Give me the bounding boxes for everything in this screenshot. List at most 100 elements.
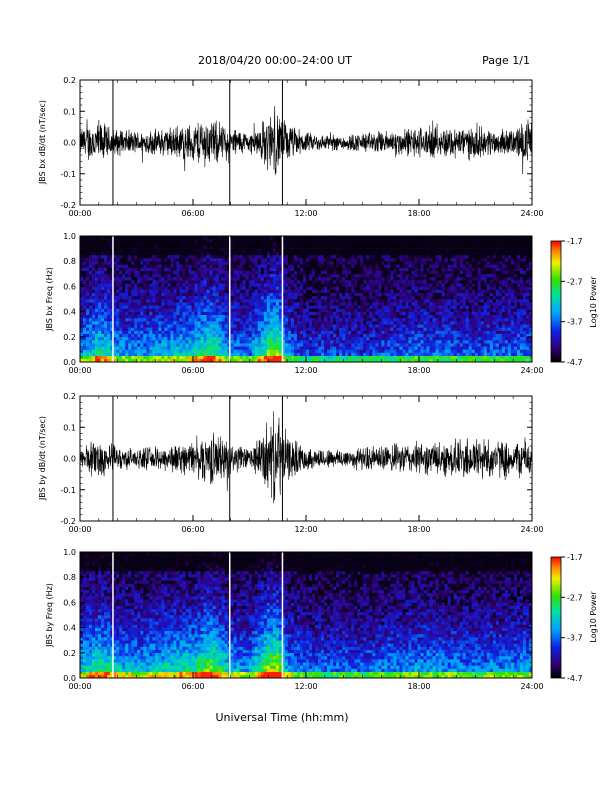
spectrogram-cell (387, 311, 391, 316)
spectrogram-cell (351, 333, 355, 338)
spectrogram-cell (312, 336, 316, 341)
spectrogram-cell (86, 286, 90, 290)
spectrogram-cell (179, 311, 183, 316)
spectrogram-cell (402, 321, 406, 325)
spectrogram-cell (354, 258, 358, 262)
spectrogram-cell (200, 267, 204, 271)
spectrogram-cell (417, 327, 421, 331)
spectrogram-cell (330, 270, 334, 275)
spectrogram-cell (293, 295, 298, 300)
spectrogram-cell (266, 251, 271, 256)
spectrogram-cell (203, 336, 207, 341)
spectrogram-cell (206, 280, 210, 284)
spectrogram-cell (263, 305, 268, 309)
spectrogram-cell (191, 352, 195, 356)
spectrogram-cell (299, 242, 304, 246)
spectrogram-cell (191, 289, 195, 293)
spectrogram-cell (230, 321, 234, 325)
spectrogram-cell (402, 343, 406, 347)
spectrogram-cell (194, 317, 198, 322)
spectrogram-cell (80, 349, 84, 353)
spectrogram-cell (263, 280, 268, 284)
spectrogram-cell (260, 343, 265, 347)
spectrogram-cell (287, 280, 292, 284)
spectrogram-cell (179, 270, 183, 275)
spectrogram-cell (408, 327, 412, 331)
spectrogram-cell (296, 258, 301, 262)
spectrogram-cell (140, 308, 144, 312)
spectrogram-cell (173, 261, 177, 265)
spectrogram-cell (348, 324, 352, 328)
spectrogram-cell (396, 283, 400, 287)
spectrogram-cell (95, 267, 99, 271)
spectrogram-cell (194, 239, 198, 243)
spectrogram-cell (182, 280, 186, 284)
spectrogram-cell (143, 349, 147, 353)
spectrogram-cell (330, 261, 334, 265)
spectrogram-cell (278, 273, 283, 278)
spectrogram-cell (143, 346, 147, 350)
spectrogram-cell (158, 280, 162, 284)
spectrogram-cell (281, 280, 286, 284)
spectrogram-cell (363, 267, 367, 271)
spectrogram-cell (324, 311, 328, 316)
spectrogram-cell (194, 258, 198, 262)
spectrogram-cell (188, 251, 192, 256)
spectrogram-cell (152, 245, 156, 249)
spectrogram-cell (248, 273, 253, 278)
spectrogram-cell (363, 317, 367, 322)
spectrogram-cell (176, 251, 180, 256)
spectrogram-cell (164, 358, 168, 363)
spectrogram-cell (242, 343, 247, 347)
spectrogram-cell (384, 352, 388, 356)
spectrogram-cell (248, 242, 253, 246)
spectrogram-cell (309, 270, 313, 275)
spectrogram-cell (333, 286, 337, 290)
spectrogram-cell (432, 330, 436, 334)
spectrogram-cell (137, 314, 141, 319)
spectrogram-cell (387, 289, 391, 293)
spectrogram-cell (179, 355, 183, 360)
spectrogram-cell (188, 327, 192, 331)
spectrogram-cell (312, 276, 316, 281)
spectrogram-cell (95, 352, 99, 356)
spectrogram-cell (354, 261, 358, 265)
spectrogram-cell (179, 358, 183, 363)
spectrogram-cell (429, 283, 433, 287)
spectrogram-cell (254, 339, 259, 344)
spectrogram-cell (233, 258, 237, 262)
spectrogram-cell (113, 254, 117, 259)
spectrogram-cell (278, 245, 283, 249)
spectrogram-cell (242, 299, 247, 303)
spectrogram-cell (366, 321, 370, 325)
spectrogram-cell (239, 242, 244, 246)
spectrogram-cell (212, 333, 216, 338)
spectrogram-cell (269, 343, 274, 347)
spectrogram-cell (176, 330, 180, 334)
spectrogram-cell (86, 339, 90, 344)
spectrogram-cell (218, 317, 222, 322)
spectrogram-cell (116, 314, 120, 319)
spectrogram-cell (86, 321, 90, 325)
spectrogram-cell (405, 251, 409, 256)
spectrogram-cell (200, 339, 204, 344)
spectrogram-cell (107, 305, 111, 309)
spectrogram-cell (92, 327, 96, 331)
spectrogram-cell (185, 251, 189, 256)
spectrogram-cell (155, 276, 159, 281)
spectrogram-cell (375, 336, 379, 341)
spectrogram-cell (321, 355, 325, 360)
spectrogram-cell (369, 242, 373, 246)
spectrogram-cell (429, 295, 433, 300)
spectrogram-cell (366, 305, 370, 309)
spectrogram-cell (236, 321, 240, 325)
spectrogram-cell (167, 258, 171, 262)
spectrogram-cell (206, 295, 210, 300)
spectrogram-cell (284, 358, 289, 363)
spectrogram-cell (98, 343, 102, 347)
spectrogram-cell (98, 283, 102, 287)
spectrogram-cell (254, 280, 259, 284)
spectrogram-cell (408, 276, 412, 281)
spectrogram-cell (345, 308, 349, 312)
spectrogram-cell (266, 343, 271, 347)
